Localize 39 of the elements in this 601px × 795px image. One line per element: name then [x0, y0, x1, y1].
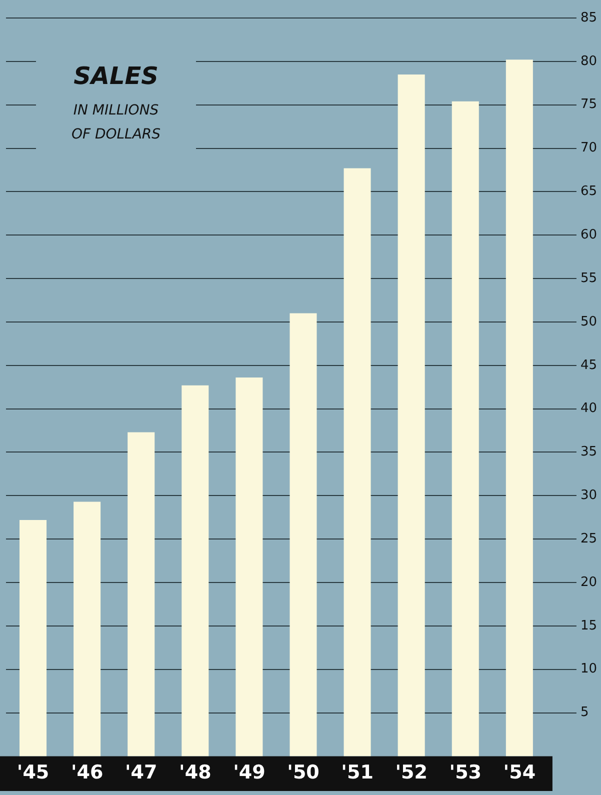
bar [344, 168, 371, 756]
y-tick-label: 70 [580, 140, 598, 156]
x-tick-label: '51 [341, 762, 374, 784]
x-tick-label: '46 [70, 762, 104, 784]
text: SALES [74, 62, 158, 90]
y-tick-label: 25 [580, 531, 598, 546]
x-tick-label: '47 [124, 762, 158, 784]
x-tick-label: '54 [503, 762, 536, 784]
y-tick-label: 60 [580, 227, 598, 242]
bar [452, 101, 479, 756]
y-tick-label: 20 [580, 574, 598, 590]
bar [20, 520, 47, 756]
x-tick-label: '48 [179, 762, 212, 784]
y-tick-label: 55 [580, 270, 598, 286]
text: IN MILLIONS OF DOLLARS [71, 102, 161, 143]
y-tick-label: 5 [580, 705, 589, 720]
bar [398, 74, 425, 756]
x-tick-label: '52 [395, 762, 428, 784]
y-tick-label: 15 [580, 618, 598, 634]
y-tick-label: 80 [580, 54, 598, 69]
x-tick-label: '53 [449, 762, 482, 784]
y-tick-label: 35 [580, 444, 598, 460]
bar [506, 60, 533, 756]
y-tick-label: 45 [580, 358, 598, 373]
y-tick-label: 50 [580, 314, 598, 330]
bar [74, 502, 101, 756]
y-tick-label: 65 [580, 184, 598, 200]
bar [128, 432, 155, 756]
x-tick-label: '49 [233, 762, 266, 784]
y-tick-label: 85 [580, 10, 598, 26]
x-tick-label: '45 [16, 762, 50, 784]
y-tick-label: 10 [580, 662, 598, 677]
bar [290, 313, 317, 756]
y-tick-label: 75 [580, 97, 598, 112]
bar [182, 385, 209, 756]
y-tick-label: 40 [580, 401, 598, 416]
y-tick-label: 30 [580, 488, 598, 504]
bar [236, 378, 263, 756]
x-tick-label: '50 [287, 762, 320, 784]
